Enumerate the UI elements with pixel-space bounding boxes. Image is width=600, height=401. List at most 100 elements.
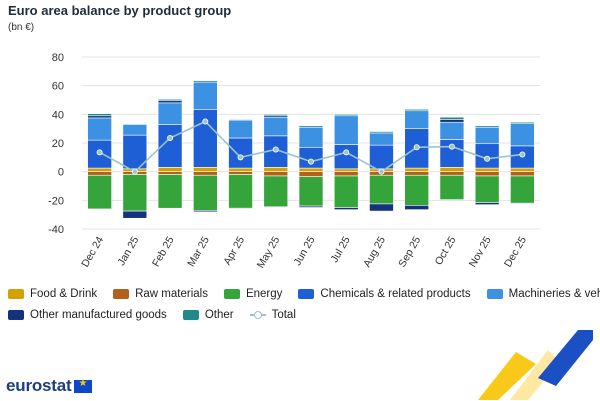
legend-label: Total	[271, 308, 296, 321]
bar-segment	[193, 81, 218, 110]
bar-segment	[157, 171, 183, 175]
bar-segment	[439, 174, 465, 200]
bar-segment	[298, 126, 324, 148]
total-point	[237, 154, 244, 161]
x-tick-label: Nov 25	[467, 234, 494, 269]
bar-segment	[474, 171, 500, 177]
bar-segment	[298, 125, 324, 128]
stacked-bar-chart: -40 -20 0 20 40 60 80 Dec 24 Jan 25 Feb 25 Mar 25 A…	[48, 52, 540, 270]
bar-segment	[333, 175, 359, 208]
bar-segment	[263, 167, 289, 172]
legend-item[interactable]: Energy	[223, 287, 283, 300]
bar-segment	[87, 113, 112, 117]
x-tick-label: Feb 25	[150, 234, 177, 268]
bar-segment	[333, 115, 359, 145]
x-tick-label: Sep 25	[396, 234, 423, 269]
bar-segment	[298, 171, 324, 177]
bar-segment	[228, 171, 253, 175]
bar-segment	[474, 167, 500, 172]
bar-segment	[228, 137, 253, 169]
bar-segment	[193, 167, 218, 172]
decorative-arrow-graphic	[478, 330, 593, 400]
bar-segment	[439, 119, 465, 123]
total-point	[272, 146, 279, 153]
bar-segment	[404, 205, 429, 210]
y-tick-label: 40	[52, 109, 64, 121]
y-tick-label: 0	[58, 167, 64, 179]
bar-segment	[228, 167, 253, 172]
legend-item[interactable]: Food & Drink	[8, 288, 97, 300]
x-tick-label: Dec 25	[502, 234, 529, 269]
bar-segment	[157, 167, 183, 172]
bar-segment	[87, 115, 112, 119]
bar-segment	[228, 119, 253, 121]
bar-segment	[87, 174, 112, 210]
bar-segment	[228, 174, 253, 209]
total-point	[202, 118, 209, 125]
legend-label: Chemicals & related products	[320, 287, 471, 300]
x-tick-label: Aug 25	[361, 234, 388, 269]
bar-segment	[474, 126, 500, 145]
total-point	[484, 155, 491, 162]
bar-segment	[298, 147, 324, 169]
bar-segment	[474, 202, 500, 205]
bar-segment	[87, 171, 112, 176]
legend-label: Other	[204, 308, 234, 321]
bar-segment	[333, 171, 359, 177]
bar-segment	[510, 171, 535, 177]
bar-segment	[228, 119, 253, 139]
bar-segment	[510, 123, 535, 147]
total-point	[343, 149, 350, 156]
legend-row: Other manufactured goods Other Total	[8, 304, 598, 325]
legend-row: Food & Drink Raw materials Energy Chemicals…	[8, 283, 600, 304]
bar-segment	[298, 167, 324, 172]
total-point	[131, 168, 138, 175]
bar-segment	[333, 168, 359, 172]
x-tick-label: Apr 25	[221, 234, 247, 267]
legend-swatch	[8, 309, 24, 320]
legend-swatch	[182, 309, 199, 320]
bar-segment	[439, 167, 465, 172]
unit-label: (bn €)	[8, 22, 35, 33]
legend-label: Food & Drink	[30, 287, 98, 300]
bar-segment	[510, 202, 535, 205]
bar-segment	[474, 125, 500, 128]
x-tick-label: Dec 24	[79, 234, 106, 269]
bar-segment	[122, 124, 148, 136]
chart-legend: Food & Drink Raw materials Energy Chemicals…	[8, 283, 600, 325]
bar-segment	[193, 109, 218, 168]
x-tick-label: Mar 25	[185, 234, 212, 268]
bar-segment	[87, 167, 112, 172]
legend-item[interactable]: Machineries & vehicles	[486, 287, 600, 300]
legend-item[interactable]: Other manufactured goods	[8, 309, 167, 321]
x-tick-label: Jul 25	[328, 234, 352, 264]
x-tick-label: Oct 25	[433, 234, 459, 267]
legend-item[interactable]: Other	[182, 308, 234, 321]
bar-segment	[439, 116, 465, 120]
bar-segment	[404, 171, 429, 176]
legend-label: Energy	[245, 287, 283, 300]
bar-segment	[157, 102, 183, 125]
legend-item[interactable]: Raw materials	[113, 288, 208, 300]
total-point	[378, 168, 385, 175]
bar-segment	[439, 121, 465, 140]
legend-line-swatch	[249, 310, 266, 320]
eurostat-logo: eurostat	[6, 376, 93, 396]
legend-label: Machineries & vehicles	[508, 287, 600, 300]
legend-swatch	[8, 288, 24, 299]
bar-segment	[193, 171, 218, 176]
legend-item[interactable]: Chemicals & related products	[298, 287, 471, 300]
total-point	[519, 151, 526, 158]
legend-swatch	[486, 288, 503, 299]
legend-label: Other manufactured goods	[30, 308, 167, 321]
legend-item[interactable]: Total	[249, 308, 296, 321]
bar-segment	[510, 121, 535, 124]
eu-flag-icon	[74, 378, 93, 393]
bar-segment	[228, 207, 253, 210]
total-point	[413, 144, 420, 151]
bar-segment	[263, 114, 289, 117]
bar-segment	[157, 98, 183, 102]
y-tick-label: 60	[52, 81, 64, 93]
bar-segment	[510, 167, 535, 172]
bar-segment	[298, 176, 324, 207]
